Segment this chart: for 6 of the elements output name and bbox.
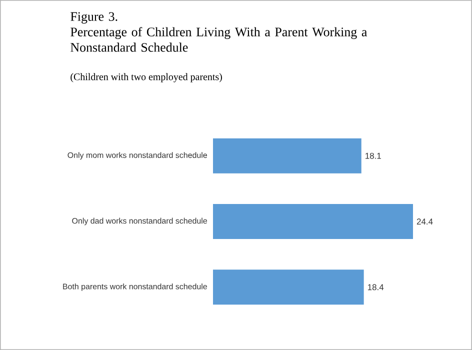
data-label: 24.4 xyxy=(416,218,433,224)
data-label: 18.1 xyxy=(366,152,381,159)
chart-subtitle: Percentage of Children Living With a Parent Working a Nonstandard Schedule xyxy=(70,27,368,52)
text: (Children with two employed parents) xyxy=(70,73,222,82)
text: Figure 3. xyxy=(70,12,118,24)
data-label: 18.4 xyxy=(368,284,384,290)
